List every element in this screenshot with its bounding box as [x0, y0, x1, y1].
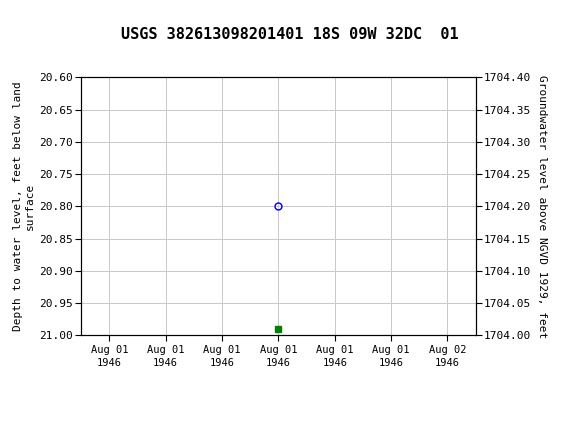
- Text: USGS: USGS: [30, 9, 85, 27]
- Y-axis label: Groundwater level above NGVD 1929, feet: Groundwater level above NGVD 1929, feet: [536, 75, 547, 338]
- Text: USGS 382613098201401 18S 09W 32DC  01: USGS 382613098201401 18S 09W 32DC 01: [121, 27, 459, 42]
- Y-axis label: Depth to water level, feet below land
surface: Depth to water level, feet below land su…: [13, 82, 35, 331]
